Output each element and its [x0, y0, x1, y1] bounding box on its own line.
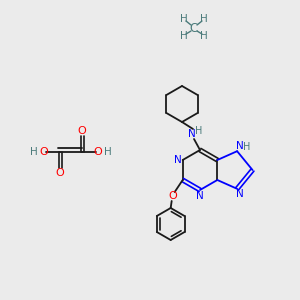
Text: H: H	[200, 14, 208, 24]
Text: O: O	[40, 147, 48, 157]
Text: N: N	[174, 155, 182, 165]
Text: N: N	[188, 129, 196, 139]
Text: N: N	[236, 189, 244, 199]
Text: H: H	[200, 31, 208, 41]
Text: O: O	[168, 191, 177, 201]
Text: C: C	[190, 22, 198, 34]
Text: H: H	[195, 126, 203, 136]
Text: H: H	[30, 147, 38, 157]
Text: N: N	[236, 141, 244, 151]
Text: H: H	[243, 142, 251, 152]
Text: O: O	[94, 147, 102, 157]
Text: N: N	[196, 191, 204, 201]
Text: O: O	[56, 168, 64, 178]
Text: H: H	[180, 14, 188, 24]
Text: O: O	[78, 126, 86, 136]
Text: H: H	[180, 31, 188, 41]
Text: H: H	[104, 147, 112, 157]
